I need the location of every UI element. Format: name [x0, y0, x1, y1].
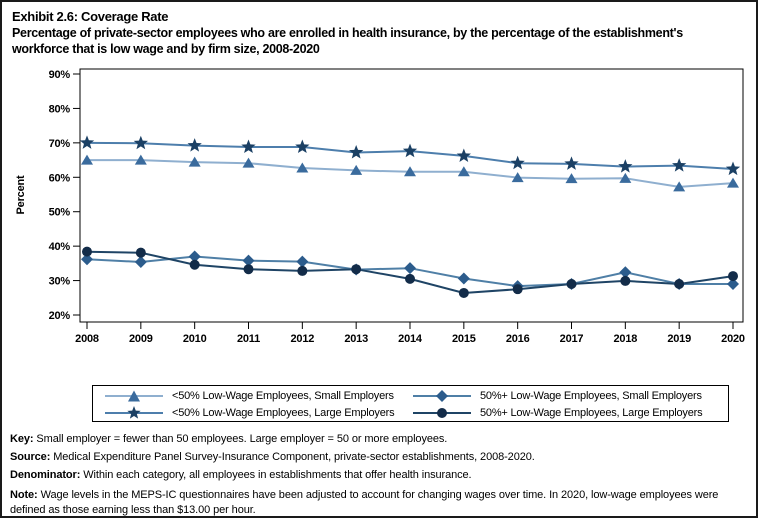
circle-marker-icon	[413, 407, 471, 418]
svg-text:40%: 40%	[49, 241, 71, 253]
title-block: Exhibit 2.6: Coverage Rate Percentage of…	[12, 9, 732, 57]
svg-text:2011: 2011	[237, 333, 260, 345]
exhibit-title: Exhibit 2.6: Coverage Rate	[12, 9, 169, 24]
svg-text:2013: 2013	[344, 333, 368, 345]
svg-text:2018: 2018	[613, 333, 637, 345]
svg-text:50%: 50%	[49, 207, 71, 219]
legend-item-small-ge50: 50%+ Low-Wage Employees, Small Employers	[411, 389, 728, 403]
svg-text:2012: 2012	[290, 333, 314, 345]
diamond-marker-icon	[413, 389, 471, 402]
legend-item-small-lt50: <50% Low-Wage Employees, Small Employers	[103, 389, 411, 403]
note-source: Source: Medical Expenditure Panel Survey…	[10, 451, 535, 463]
svg-text:70%: 70%	[49, 138, 71, 150]
star-marker-icon	[105, 405, 163, 419]
triangle-marker-icon	[105, 390, 163, 401]
svg-text:2019: 2019	[667, 333, 691, 345]
svg-text:2016: 2016	[506, 333, 530, 345]
coverage-line-chart: 20% 30% 40% 50% 60% 70% 80% 90% 2008 2009 2010 2011…	[15, 68, 745, 345]
svg-text:30%: 30%	[49, 276, 71, 288]
svg-text:60%: 60%	[49, 172, 71, 184]
svg-text:2015: 2015	[452, 333, 476, 345]
legend-label: 50%+ Low-Wage Employees, Large Employers	[480, 406, 703, 419]
exhibit-subtitle: Percentage of private-sector employees w…	[12, 26, 683, 56]
svg-text:90%: 90%	[49, 69, 71, 81]
svg-text:2010: 2010	[183, 333, 207, 345]
legend-label: <50% Low-Wage Employees, Large Employers	[172, 406, 395, 419]
legend-item-large-lt50: <50% Low-Wage Employees, Large Employers	[103, 405, 411, 420]
legend-label: 50%+ Low-Wage Employees, Small Employers	[480, 389, 702, 402]
svg-text:20%: 20%	[49, 310, 71, 322]
svg-text:80%: 80%	[49, 103, 71, 115]
svg-text:Percent: Percent	[15, 175, 27, 214]
footnotes: Key: Small employer = fewer than 50 empl…	[10, 430, 754, 516]
svg-text:2009: 2009	[129, 333, 153, 345]
svg-text:2017: 2017	[560, 333, 584, 345]
svg-text:2014: 2014	[398, 333, 423, 345]
legend-item-large-ge50: 50%+ Low-Wage Employees, Large Employers	[411, 406, 728, 420]
note-key: Key: Small employer = fewer than 50 empl…	[10, 433, 448, 445]
chart-legend: <50% Low-Wage Employees, Small Employers…	[92, 385, 729, 422]
svg-text:2008: 2008	[75, 333, 99, 345]
note-denominator: Denominator: Within each category, all e…	[10, 469, 472, 481]
legend-label: <50% Low-Wage Employees, Small Employers	[172, 389, 394, 402]
note-note: Note: Wage levels in the MEPS-IC questio…	[10, 489, 719, 516]
svg-text:2020: 2020	[721, 333, 745, 345]
